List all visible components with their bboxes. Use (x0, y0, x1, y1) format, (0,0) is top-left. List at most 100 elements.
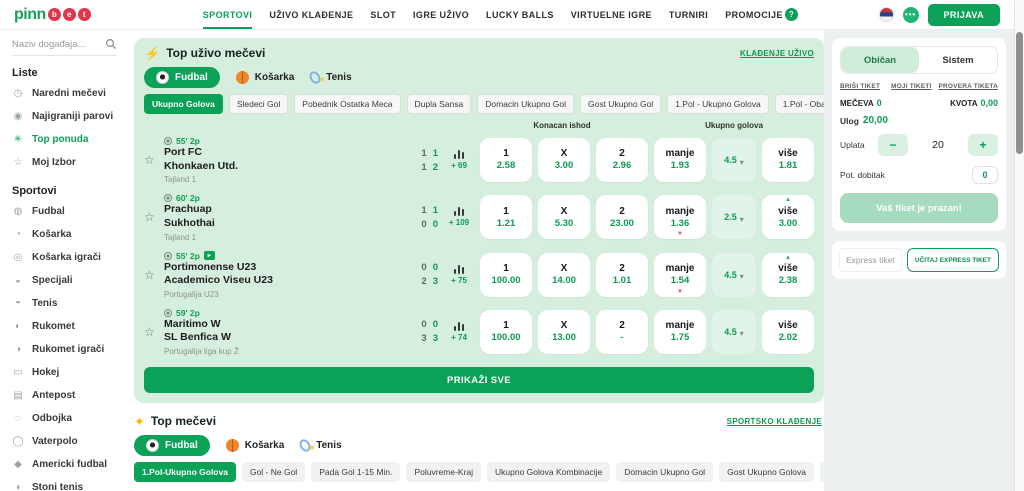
nav-item[interactable]: LUCKY BALLS (486, 9, 554, 20)
sidebar-item[interactable]: Odbojka (12, 407, 117, 430)
betslip-tab[interactable]: Sistem (919, 47, 997, 73)
odd-button-x[interactable]: X 3.00 (538, 138, 590, 183)
favorite-star-icon[interactable]: ☆ (144, 324, 155, 339)
stats-block[interactable]: + 109 (438, 207, 480, 227)
odd-button-under[interactable]: manje 1.54 ▼ (654, 252, 706, 297)
sidebar-item[interactable]: Antepost (12, 384, 117, 407)
odd-button-under[interactable]: manje 1.93 (654, 138, 706, 183)
market-chip[interactable]: 1.Pol-Ukupno Golova (134, 462, 236, 483)
market-chip[interactable]: Sledeci Gol (228, 94, 289, 114)
line-selector[interactable]: 2.5 (712, 195, 756, 240)
odd-button-1[interactable]: 1 100.00 (480, 309, 532, 354)
odd-button-1[interactable]: 1 1.21 (480, 195, 532, 240)
sidebar-item[interactable]: Specijali (12, 269, 117, 292)
odd-button-1[interactable]: 1 100.00 (480, 252, 532, 297)
sidebar-item[interactable]: Rukomet (12, 315, 117, 338)
delete-ticket-link[interactable]: BRIŠI TIKET (840, 83, 881, 90)
market-chip[interactable]: Gol - Ne Gol (241, 462, 306, 483)
odd-button-2[interactable]: 2 1.01 (596, 252, 648, 297)
sidebar-item[interactable]: Stoni tenis (12, 476, 117, 491)
odd-button-x[interactable]: X 14.00 (538, 252, 590, 297)
odd-button-over[interactable]: ▲ više 2.38 (762, 252, 814, 297)
decrease-stake-button[interactable]: − (878, 134, 908, 156)
market-chip[interactable]: Gost Ukupno Golova (719, 462, 814, 483)
nav-item[interactable]: UŽIVO KLAĐENJE (269, 9, 354, 20)
increase-stake-button[interactable]: + (968, 134, 998, 156)
line-selector[interactable]: 4.5 (712, 252, 756, 297)
market-chip[interactable]: Poluvreme-Kraj (406, 462, 482, 483)
odd-button-under[interactable]: manje 1.75 (654, 309, 706, 354)
sidebar-item[interactable]: Top ponuda (12, 128, 117, 151)
favorite-star-icon[interactable]: ☆ (144, 210, 155, 225)
favorite-star-icon[interactable]: ☆ (144, 267, 155, 282)
sport-tab[interactable]: Košarka (225, 435, 284, 456)
chat-icon[interactable]: ••• (902, 6, 919, 23)
odd-button-2[interactable]: 2 2.96 (596, 138, 648, 183)
stats-block[interactable]: + 75 (438, 264, 480, 285)
logo[interactable]: pinn b e t (14, 6, 91, 24)
nav-item[interactable]: SLOT (370, 9, 397, 20)
market-chip[interactable]: Domacin Ukupno Gol (477, 94, 574, 114)
show-all-button[interactable]: PRIKAŽI SVE (144, 367, 814, 394)
market-chip[interactable]: Gost Ukupno Gol (580, 94, 662, 114)
market-chip[interactable]: Ukupno Golova Kombinacije (487, 462, 611, 483)
sidebar-item[interactable]: Americki fudbal (12, 453, 117, 476)
sport-tab[interactable]: Tenis (307, 67, 352, 88)
market-chip[interactable]: Dupla Sansa (406, 94, 472, 114)
market-chip[interactable]: Pada Gol 1-15 Min. (311, 462, 401, 483)
nav-item[interactable]: VIRTUELNE IGRE (570, 9, 652, 20)
help-icon[interactable]: ? (784, 8, 798, 21)
sidebar-item[interactable]: Tenis (12, 292, 117, 315)
line-selector[interactable]: 4.5 (712, 309, 756, 354)
stats-block[interactable]: + 74 (438, 321, 480, 342)
market-chip[interactable]: Domacin Ukupno Gol (616, 462, 714, 483)
check-ticket-link[interactable]: PROVERA TIKETA (938, 83, 998, 90)
scrollbar-thumb[interactable] (1016, 32, 1023, 154)
sidebar-item[interactable]: Košarka igrači (12, 246, 117, 269)
sports-betting-link[interactable]: SPORTSKO KLAĐENJE (726, 416, 822, 426)
search-input[interactable] (12, 38, 98, 50)
login-button[interactable]: PRIJAVA (927, 3, 1000, 26)
payment-value[interactable]: 20 (932, 139, 944, 151)
nav-item[interactable]: PROMOCIJE (725, 9, 783, 20)
nav-item[interactable]: TURNIRI (668, 9, 709, 20)
betslip-tab[interactable]: Običan (841, 47, 919, 73)
sidebar-item[interactable]: Rukomet igrači (12, 338, 117, 361)
odd-button-over[interactable]: ▲ više 3.00 (762, 195, 814, 240)
sport-tab[interactable]: Fudbal (144, 67, 220, 88)
nav-item[interactable]: IGRE UŽIVO (413, 9, 470, 20)
market-chip[interactable]: 1.Pol - Oba Tima Daju Gol (774, 94, 824, 114)
odd-button-1[interactable]: 1 2.58 (480, 138, 532, 183)
sidebar-item[interactable]: Hokej (12, 361, 117, 384)
sidebar-item[interactable]: Vaterpolo (12, 430, 117, 453)
market-chip[interactable]: 1.Pol - Domacin Ukupno Gol (819, 462, 824, 483)
live-betting-link[interactable]: KLAĐENJE UŽIVO (740, 48, 814, 58)
sport-tab[interactable]: Fudbal (134, 435, 210, 457)
express-code-input[interactable] (839, 248, 902, 272)
sidebar-item[interactable]: Najigraniji parovi (12, 105, 117, 128)
line-selector[interactable]: 4.5 (712, 138, 756, 183)
favorite-star-icon[interactable]: ☆ (144, 153, 155, 168)
odd-button-under[interactable]: manje 1.36 ▼ (654, 195, 706, 240)
odd-button-x[interactable]: X 5.30 (538, 195, 590, 240)
odd-button-2[interactable]: 2 23.00 (596, 195, 648, 240)
page-scrollbar[interactable] (1014, 0, 1024, 491)
odd-button-x[interactable]: X 13.00 (538, 309, 590, 354)
my-tickets-link[interactable]: MOJI TIKETI (891, 83, 932, 90)
stats-block[interactable]: + 69 (438, 150, 480, 170)
sidebar-item[interactable]: Košarka (12, 223, 117, 246)
sidebar-item[interactable]: Naredni mečevi (12, 82, 117, 105)
odd-button-2[interactable]: 2- (596, 309, 648, 354)
market-chip[interactable]: 1.Pol - Ukupno Golova (667, 94, 769, 114)
sport-tab[interactable]: Tenis (297, 435, 342, 456)
sport-tab[interactable]: Košarka (235, 67, 294, 88)
market-chip[interactable]: Ukupno Golova (144, 94, 223, 114)
load-express-button[interactable]: UČITAJ EXPRESS TIKET (906, 248, 999, 272)
market-chip[interactable]: Pobednik Ostatka Meca (294, 94, 401, 114)
odd-button-over[interactable]: više 2.02 (762, 309, 814, 354)
language-flag-icon[interactable] (878, 7, 894, 22)
sidebar-item[interactable]: Fudbal (12, 200, 117, 223)
sidebar-item[interactable]: Moj Izbor (12, 151, 117, 174)
odd-button-over[interactable]: više 1.81 (762, 138, 814, 183)
nav-item[interactable]: SPORTOVI (202, 1, 253, 29)
